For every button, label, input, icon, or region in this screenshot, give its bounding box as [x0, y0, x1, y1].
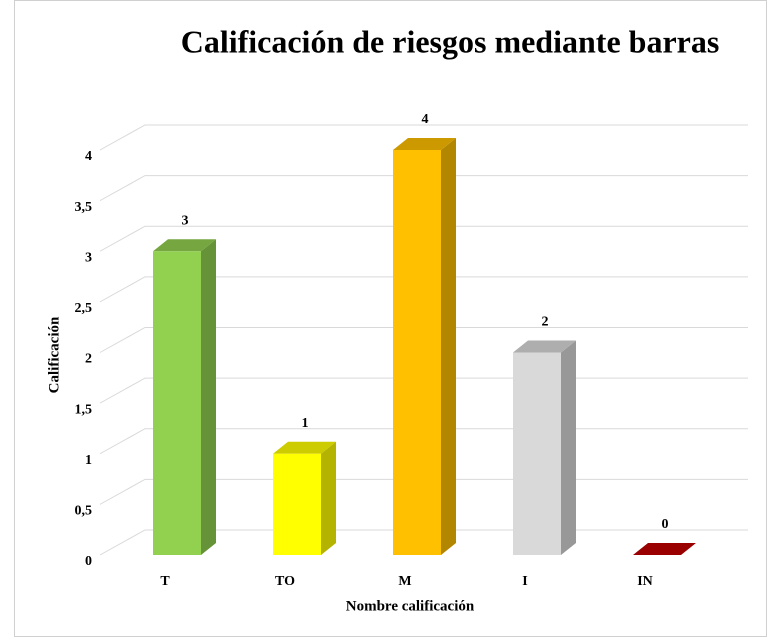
grid-line [99, 327, 748, 353]
value-label: 1 [302, 416, 309, 431]
chart-title: Calificación de riesgos mediante barras [181, 23, 720, 59]
y-tick-label: 3 [85, 250, 92, 265]
y-tick-label: 0,5 [75, 504, 93, 519]
bar-face [513, 340, 576, 353]
grid-line [99, 175, 748, 202]
value-label: 0 [662, 517, 669, 532]
bar [393, 138, 456, 555]
bar-face [393, 150, 441, 555]
bar-face [153, 251, 201, 555]
bar [513, 340, 576, 555]
y-tick-label: 2 [85, 352, 92, 367]
y-tick-label: 2,5 [75, 301, 93, 316]
y-tick-label: 1 [85, 453, 92, 468]
y-tick-label: 0 [85, 554, 92, 569]
bar [153, 239, 216, 555]
y-tick-label: 4 [85, 149, 92, 164]
value-label: 3 [182, 213, 189, 228]
bar-face [561, 340, 576, 555]
bar-face [441, 138, 456, 555]
grid-line [99, 124, 748, 151]
bar-face [633, 543, 696, 555]
y-axis-label: Calificación [46, 316, 62, 393]
grid-line [99, 225, 748, 252]
bar-face [201, 239, 216, 555]
x-tick-label: T [160, 574, 170, 589]
bar-face [153, 239, 216, 252]
value-label: 4 [422, 112, 429, 127]
grid-line [99, 276, 748, 303]
bar-face [513, 352, 561, 555]
bar [633, 543, 696, 555]
chart-frame [14, 0, 767, 637]
x-tick-label: TO [275, 574, 295, 589]
x-tick-label: M [398, 574, 411, 589]
value-label: 2 [542, 315, 549, 330]
bar-face [273, 441, 336, 454]
x-tick-label: I [522, 574, 527, 589]
bar-face [393, 138, 456, 150]
bar [273, 441, 336, 555]
y-tick-label: 3,5 [75, 200, 93, 215]
bar-face [273, 453, 321, 555]
x-axis-label: Nombre calificación [346, 598, 475, 614]
y-tick-label: 1,5 [75, 402, 93, 417]
bar-face [321, 441, 336, 555]
x-tick-label: IN [637, 574, 653, 589]
